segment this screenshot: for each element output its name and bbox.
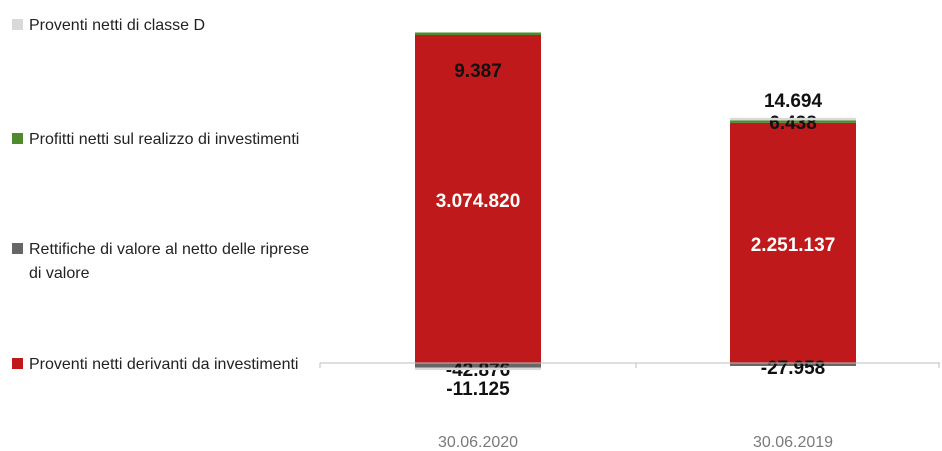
bar-segment-2-0 [415,32,541,36]
bar-segment-1-1 [730,363,856,366]
legend-label: Rettifiche di valore al netto delle ripr… [29,241,310,282]
legend-item-profitti-realizzo: Profitti netti sul realizzo di investime… [12,128,319,152]
legend-swatch-red [12,358,23,369]
legend: Proventi netti di classe D Profitti nett… [0,0,320,451]
bar-segment-3-0 [415,367,541,371]
data-label: 6.438 [769,113,817,134]
legend-label: Proventi netti derivanti da investimenti [29,356,299,373]
x-tick-label: 30.06.2019 [753,434,833,451]
legend-item-rettifiche: Rettifiche di valore al netto delle ripr… [12,238,319,286]
legend-swatch-darkgray [12,243,23,254]
data-label: 3.074.820 [436,191,521,212]
bar-segment-0-1 [730,122,856,364]
legend-label: Proventi netti di classe D [29,17,206,34]
data-label: 9.387 [454,61,502,82]
bar-segment-1-0 [415,363,541,368]
data-label: -42.876 [446,360,510,381]
legend-swatch-green [12,133,23,144]
bar-segment-0-0 [415,35,541,363]
legend-item-proventi-classe-d: Proventi netti di classe D [12,14,319,38]
data-label: -11.125 [446,379,510,400]
data-label: 2.251.137 [751,235,836,256]
legend-item-proventi-investimenti: Proventi netti derivanti da investimenti [12,353,319,377]
bar-segment-3-1 [730,117,856,121]
bar-segment-2-1 [730,120,856,123]
data-label: 14.694 [764,91,823,112]
data-label: -27.958 [761,358,825,379]
legend-label: Profitti netti sul realizzo di investime… [29,131,300,148]
legend-swatch-gray [12,19,23,30]
x-tick-label: 30.06.2020 [438,434,518,451]
